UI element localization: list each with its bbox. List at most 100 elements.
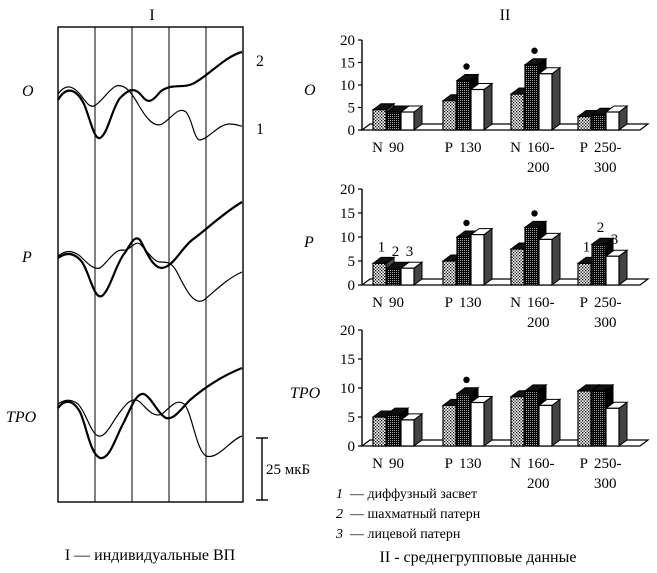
legend-item-2-num: 2: [336, 507, 343, 522]
y-tick-label: 10: [340, 78, 355, 94]
panel-I-title: I: [149, 7, 154, 24]
category-label: 300: [594, 315, 617, 331]
legend-item-2-text: — шахматный патерн: [349, 507, 481, 522]
series-number-label: 3: [406, 244, 414, 260]
bar-side: [483, 395, 493, 447]
bar-side: [483, 227, 493, 286]
bar-front: [386, 111, 401, 131]
y-tick-label: 20: [340, 182, 355, 198]
y-tick-label: 0: [348, 439, 356, 455]
y-tick-label: 0: [348, 278, 356, 294]
y-tick-label: 5: [348, 101, 356, 117]
bar-front: [400, 267, 415, 286]
bar-front: [400, 111, 415, 131]
category-label: P: [445, 456, 453, 472]
legend: 1 — диффузный засвет 2 — шахматный патер…: [335, 487, 481, 542]
bar-front: [386, 267, 401, 286]
waveform-tpo-curve-1: [57, 399, 243, 458]
category-label: 90: [389, 456, 404, 472]
panel-II-title: II: [500, 7, 511, 24]
category-label: 250-: [594, 295, 622, 311]
row-label-o-II: O: [304, 82, 316, 99]
panel-I: I O P TPO 2 1 25 мкБ I — индивидуальные …: [6, 7, 310, 564]
legend-item-3-text: — лицевой патерн: [349, 527, 461, 542]
category-label: P: [580, 140, 588, 156]
bar-side: [483, 82, 493, 131]
bar-front: [605, 111, 620, 131]
y-tick-label: 5: [348, 410, 356, 426]
bar-side: [618, 401, 628, 447]
legend-item-3-num: 3: [335, 527, 343, 542]
bar-front: [372, 416, 387, 447]
row-label-p: P: [21, 249, 32, 266]
bar-front: [372, 262, 387, 286]
category-label: 90: [389, 295, 404, 311]
bar-front: [538, 73, 553, 131]
category-label: N: [372, 295, 383, 311]
bar-front: [538, 238, 553, 286]
series-number-label: 1: [378, 239, 386, 255]
bar-front: [442, 100, 457, 131]
bar-front: [456, 236, 471, 286]
bar: [604, 105, 629, 131]
bar-front: [605, 407, 620, 447]
category-label: 130: [459, 295, 482, 311]
series-number-label: 2: [392, 244, 400, 260]
bar-front: [456, 79, 471, 131]
bar-side: [551, 66, 561, 131]
bar: [399, 261, 424, 286]
category-label: 160-: [527, 456, 555, 472]
legend-item-1-num: 1: [336, 487, 343, 502]
bar: [469, 395, 494, 447]
bar-side: [551, 232, 561, 286]
bar-front: [400, 419, 415, 447]
curve-label-1: 1: [256, 121, 264, 138]
bar-front: [442, 260, 457, 286]
category-label: 160-: [527, 140, 555, 156]
bar-front: [591, 390, 606, 447]
bar-front: [538, 404, 553, 447]
row-label-tpo-II: TPO: [290, 385, 321, 402]
bar: [537, 66, 562, 131]
bar: [399, 412, 424, 447]
significance-marker: [531, 210, 538, 217]
y-tick-label: 15: [340, 352, 355, 368]
bar: [537, 398, 562, 447]
bar-chart-tpo: 0 5 10 15 20 N 90 P 130 N 160- 200 P 250- 300 TPO: [290, 323, 650, 492]
bar-front: [510, 93, 525, 131]
bar-chart-o: 0 5 10 15 20 N 90 P 130 N 160- 200 P 250- 300 O: [304, 33, 650, 176]
category-label: 130: [459, 140, 482, 156]
bar-front: [470, 234, 485, 286]
y-tick-label: 20: [340, 33, 355, 49]
category-label: 130: [459, 456, 482, 472]
y-tick-label: 10: [340, 230, 355, 246]
bar-front: [442, 404, 457, 447]
series-number-label: 3: [611, 232, 619, 248]
significance-marker: [463, 63, 470, 70]
waveform-p-curve-2: [57, 201, 243, 298]
category-label: 200: [527, 160, 550, 176]
category-label: 300: [594, 476, 617, 492]
y-tick-label: 10: [340, 381, 355, 397]
bar-side: [551, 398, 561, 447]
panel-I-frame: [57, 26, 244, 503]
bar: [604, 401, 629, 447]
significance-marker: [531, 47, 538, 54]
curve-label-2: 2: [256, 53, 264, 70]
bar-front: [386, 413, 401, 447]
bar-front: [577, 390, 592, 447]
series-number-label: 2: [597, 220, 605, 236]
waveform-tpo-curve-2: [57, 366, 243, 460]
bar-front: [372, 109, 387, 131]
category-label: 250-: [594, 140, 622, 156]
bar-front: [510, 248, 525, 286]
significance-marker: [463, 219, 470, 227]
bar-front: [510, 396, 525, 447]
row-label-o: O: [22, 83, 34, 100]
category-label: N: [510, 140, 521, 156]
category-label: 200: [527, 315, 550, 331]
bar-front: [524, 226, 539, 286]
category-label: P: [445, 140, 453, 156]
